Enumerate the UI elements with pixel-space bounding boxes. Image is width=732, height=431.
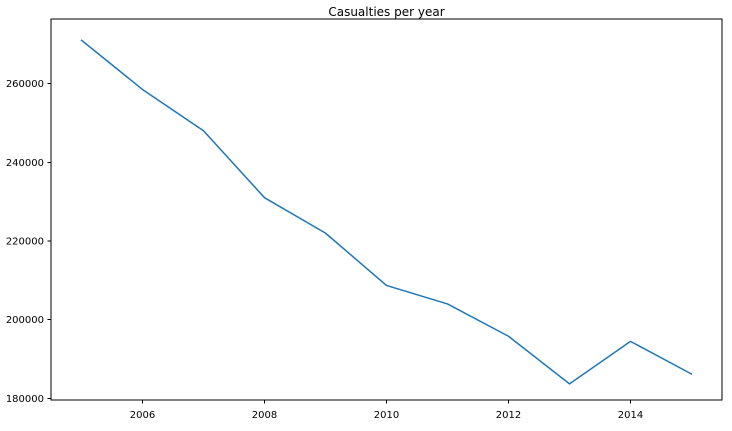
x-tick-label: 2014 [618, 410, 643, 421]
axes-layer: 2006 2008 2010 2012 2014 180000 200000 220000 24… [6, 18, 723, 421]
y-tick-label: 180000 [6, 394, 44, 405]
y-tick-label: 200000 [6, 315, 44, 326]
y-tick-label: 240000 [6, 158, 44, 169]
y-tick-label: 220000 [6, 236, 44, 247]
x-tick-label: 2008 [252, 410, 277, 421]
x-tick-label: 2012 [496, 410, 521, 421]
plot-frame [50, 18, 723, 401]
series-layer [80, 39, 693, 385]
chart-title: Casualties per year [328, 5, 444, 19]
x-tick-label: 2006 [130, 410, 155, 421]
y-tick-label: 260000 [6, 79, 44, 90]
x-tick-label: 2010 [374, 410, 399, 421]
series-line [80, 39, 693, 385]
